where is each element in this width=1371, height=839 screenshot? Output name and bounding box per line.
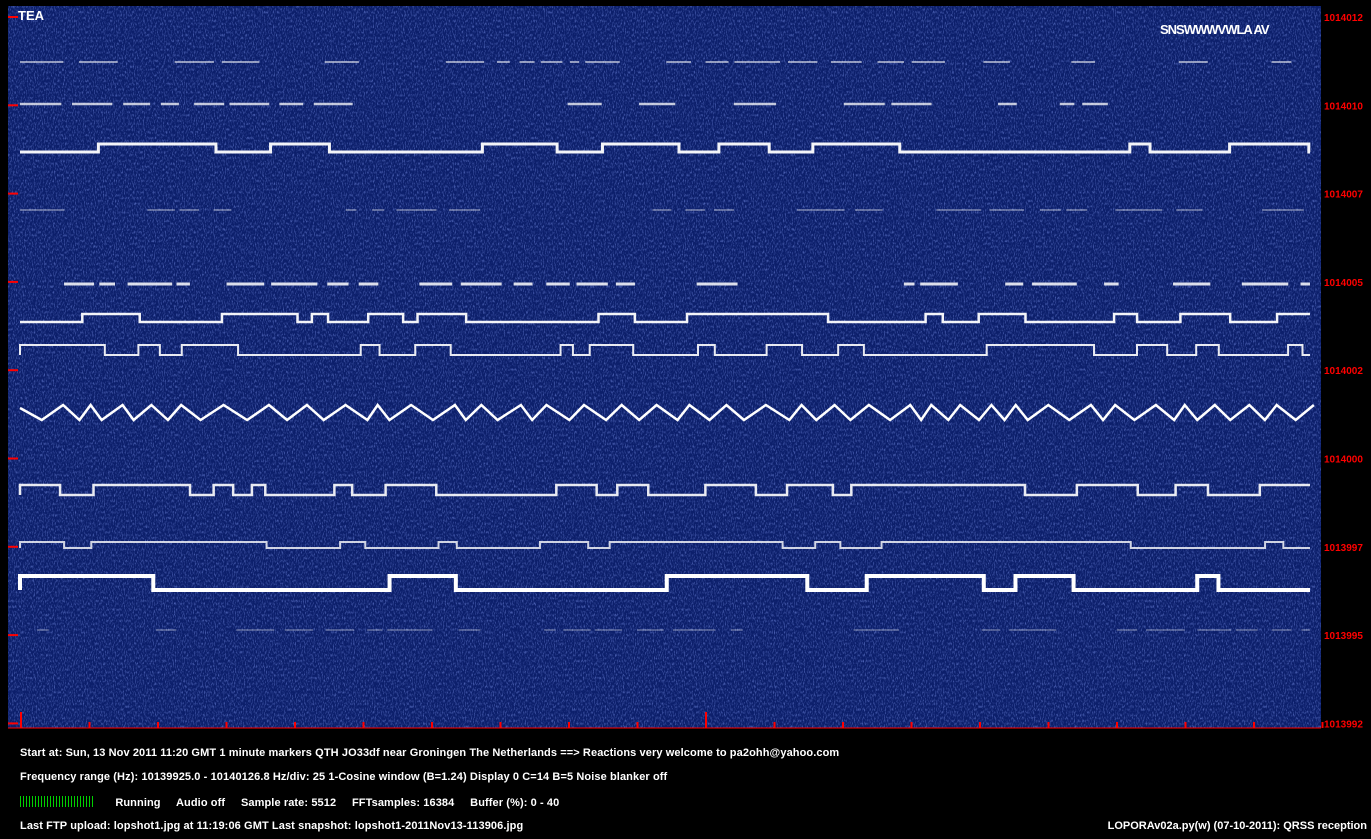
status-panel: Start at: Sun, 13 Nov 2011 11:20 GMT 1 m… [0,735,1371,839]
waterfall-noise [8,6,1321,728]
signal-trace [20,142,1311,154]
buffer-status: Buffer (%): 0 - 40 [470,797,560,809]
frequency-label: 1014002 [1324,366,1363,377]
signal-trace [20,312,1310,324]
time-markers [8,712,1324,729]
status-line-run: Running Audio off Sample rate: 5512 FFTs… [20,796,559,809]
frequency-labels: 1014012 1014010 1014007 1014005 1014002 10140… [8,13,1363,730]
signal-trace [18,574,1310,592]
corner-label: TEA [18,8,45,23]
signal-trace [19,344,1310,356]
sample-rate: Sample rate: 5512 [240,797,337,809]
frequency-label: 1014005 [1324,278,1363,289]
signal-trace [19,541,1310,549]
running-status: Running [115,797,161,809]
audio-level-meter [20,796,95,807]
frequency-label: 1014007 [1324,190,1363,201]
fft-samples: FFTsamples: 16384 [351,797,455,809]
frequency-label: 1014012 [1324,13,1363,24]
frequency-label: 1014000 [1324,455,1363,466]
frequency-label: 1014010 [1324,101,1363,112]
signal-trace [19,402,1315,423]
frequency-label: 1013992 [1324,719,1363,730]
app-credit: LOPORAv02a.py(w) (07-10-2011): QRSS rece… [1107,820,1367,832]
frequency-label: 1013997 [1324,543,1363,554]
status-line-upload: Last FTP upload: lopshot1.jpg at 11:19:0… [20,820,524,832]
top-right-trace-text: SNSWWWVWLA AV [1160,22,1270,37]
signal-traces [18,61,1315,631]
status-line-frequency: Frequency range (Hz): 10139925.0 - 10140… [20,771,668,783]
signal-trace [18,483,1310,497]
waterfall-display: 1014012 1014010 1014007 1014005 1014002 10140… [8,6,1363,730]
audio-status: Audio off [175,797,226,809]
status-line-start: Start at: Sun, 13 Nov 2011 11:20 GMT 1 m… [20,747,840,759]
frequency-label: 1013995 [1324,631,1363,642]
